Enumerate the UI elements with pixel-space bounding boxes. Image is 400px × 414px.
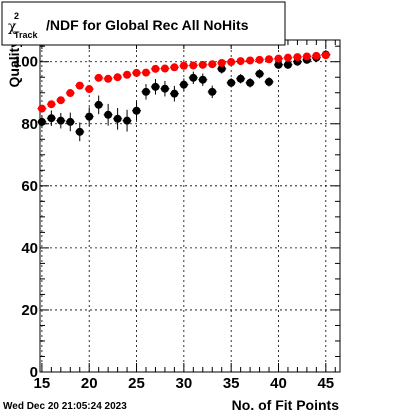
data-markers <box>37 50 331 142</box>
grid <box>40 40 340 372</box>
x-tick-label: 45 <box>317 375 334 392</box>
data-point <box>104 110 113 119</box>
title-subscript: Track <box>14 30 39 40</box>
data-point <box>198 60 207 69</box>
data-point <box>236 57 245 66</box>
data-series <box>37 50 331 142</box>
x-axis-title: No. of Fit Points <box>232 397 340 413</box>
title-box <box>1 1 286 46</box>
data-point <box>302 52 311 61</box>
data-point <box>283 60 292 69</box>
y-tick-label: 60 <box>21 178 38 195</box>
data-point <box>132 106 141 115</box>
x-tick-label: 35 <box>223 375 240 392</box>
data-point <box>208 87 217 96</box>
data-point <box>217 64 226 73</box>
x-tick-label: 15 <box>34 375 51 392</box>
data-point <box>198 75 207 84</box>
data-point <box>85 112 94 121</box>
data-point <box>274 54 283 63</box>
data-point <box>170 63 179 72</box>
data-point <box>47 100 56 109</box>
y-tick-label: 100 <box>13 54 38 71</box>
data-point <box>283 53 292 62</box>
data-point <box>312 51 321 60</box>
x-tick-labels: 15 20 25 30 35 40 45 <box>34 375 335 392</box>
data-point <box>141 87 150 96</box>
data-point <box>151 82 160 91</box>
data-point <box>265 55 274 64</box>
data-point <box>37 117 46 126</box>
plot-frame <box>39 39 341 373</box>
y-tick-label: 40 <box>21 240 38 257</box>
y-tick-label: 20 <box>21 302 38 319</box>
x-tick-label: 20 <box>81 375 98 392</box>
data-point <box>56 116 65 125</box>
data-point <box>246 78 255 87</box>
data-point <box>255 69 264 78</box>
data-point <box>47 114 56 123</box>
y-tick-label: 80 <box>21 116 38 133</box>
data-point <box>274 60 283 69</box>
x-tick-label: 40 <box>270 375 287 392</box>
data-point <box>236 74 245 83</box>
data-point <box>293 53 302 62</box>
data-point <box>170 89 179 98</box>
data-point <box>151 64 160 73</box>
data-point <box>160 84 169 93</box>
x-tick-label: 30 <box>176 375 193 392</box>
data-point <box>179 61 188 70</box>
data-point <box>75 81 84 90</box>
data-point <box>179 80 188 89</box>
y-axis-title: Quality <box>6 40 22 88</box>
data-point <box>208 60 217 69</box>
data-point <box>227 58 236 67</box>
data-point <box>75 127 84 136</box>
data-point <box>66 89 75 98</box>
data-point <box>85 85 94 94</box>
data-point <box>56 96 65 105</box>
data-point <box>227 78 236 87</box>
data-series <box>37 51 331 113</box>
data-point <box>217 58 226 67</box>
data-point <box>123 70 132 79</box>
y-tick-label: 0 <box>30 364 38 381</box>
title-superscript: 2 <box>14 11 19 21</box>
data-point <box>265 77 274 86</box>
data-point <box>113 114 122 123</box>
chart-title: /NDF for Global Rec All NoHits <box>46 17 249 33</box>
timestamp: Wed Dec 20 21:05:24 2023 <box>3 401 127 412</box>
data-point <box>104 74 113 83</box>
y-tick-labels: 0 20 40 60 80 100 <box>13 54 38 381</box>
data-point <box>132 68 141 77</box>
data-point <box>141 68 150 77</box>
data-point <box>94 100 103 109</box>
data-point <box>255 55 264 64</box>
data-point <box>66 117 75 126</box>
data-point <box>123 116 132 125</box>
data-point <box>321 51 330 60</box>
title-chi-symbol: χ <box>8 19 17 35</box>
data-point <box>246 56 255 65</box>
data-point <box>94 73 103 82</box>
data-point <box>189 61 198 70</box>
data-point <box>113 73 122 82</box>
data-point <box>160 64 169 73</box>
x-tick-label: 25 <box>128 375 145 392</box>
data-point <box>189 73 198 82</box>
data-point <box>37 104 46 113</box>
